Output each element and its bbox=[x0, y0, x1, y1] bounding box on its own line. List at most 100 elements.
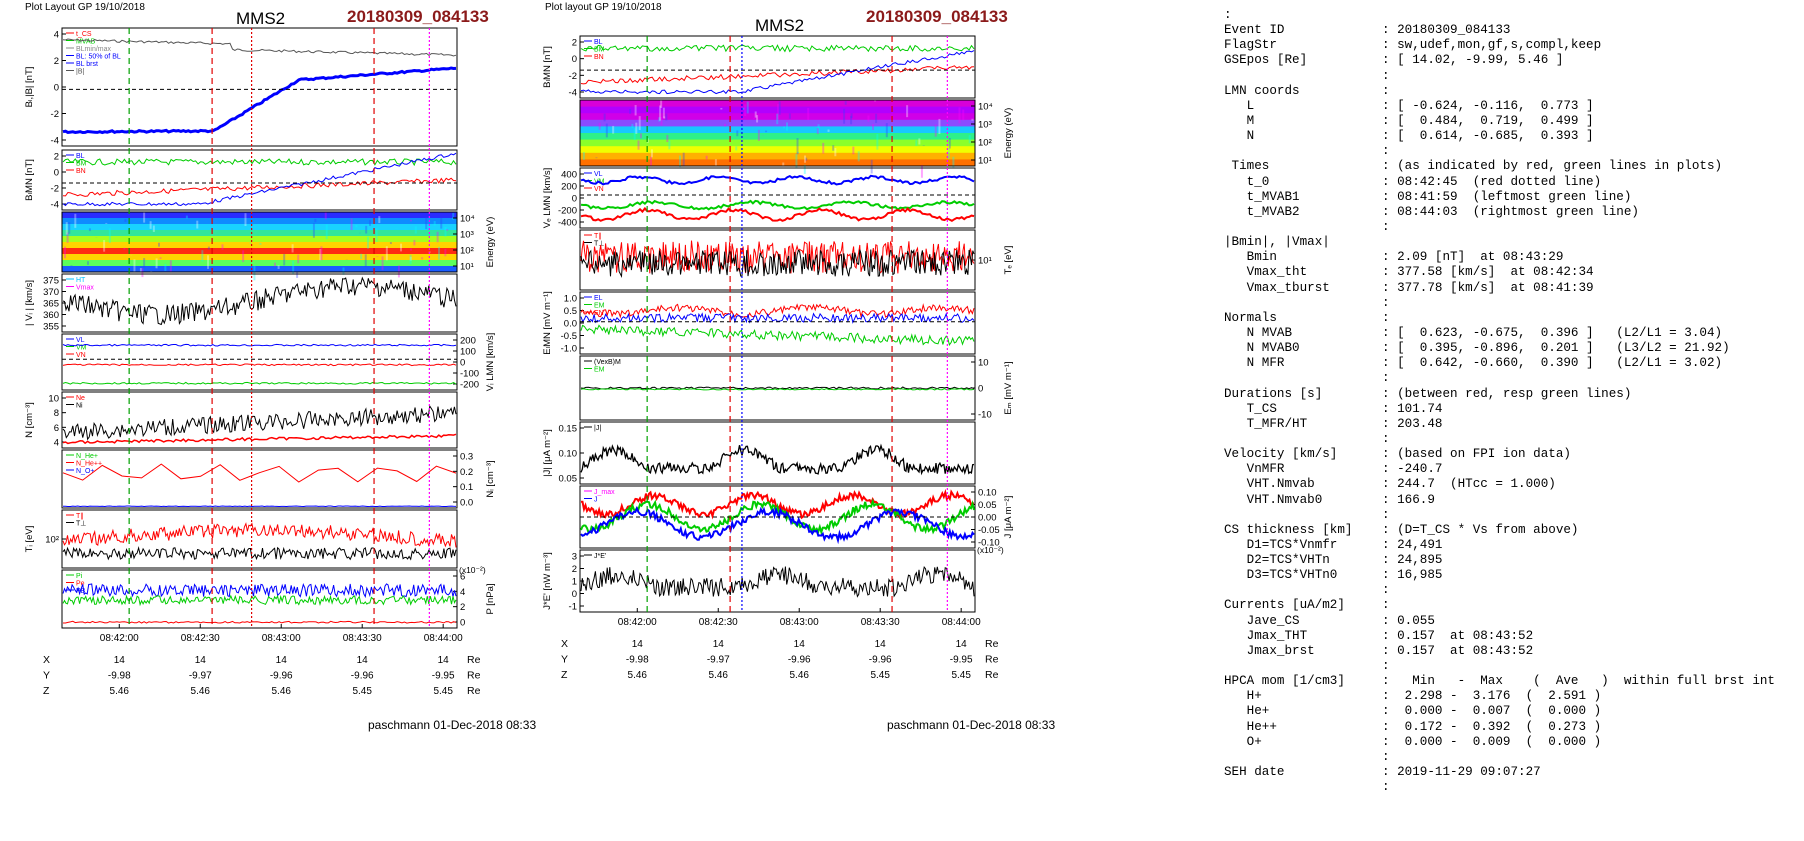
spectrogram-band bbox=[580, 119, 975, 127]
summary-key: He+ bbox=[1224, 704, 1270, 719]
legend-entry: Ni bbox=[76, 403, 83, 410]
y-tick-label: 0 bbox=[978, 384, 983, 395]
summary-line: H+: 2.298 - 3.176 ( 2.591 ) bbox=[1224, 689, 1775, 704]
spectrogram-texture bbox=[915, 140, 918, 146]
summary-value: : bbox=[1382, 310, 1390, 325]
summary-line: He+: 0.000 - 0.007 ( 0.000 ) bbox=[1224, 704, 1775, 719]
summary-line: VHT.Nmvab0: 166.9 bbox=[1224, 493, 1775, 508]
spectrogram-texture bbox=[668, 140, 671, 150]
summary-value: : bbox=[1382, 598, 1390, 613]
legend-entry: BL brst bbox=[76, 61, 98, 68]
summary-key: Vmax_tht bbox=[1224, 265, 1308, 280]
spectrogram-texture bbox=[682, 152, 685, 167]
summary-value: : -240.7 bbox=[1382, 462, 1443, 477]
summary-line: Jmax_brst: 0.157 at 08:43:52 bbox=[1224, 644, 1775, 659]
summary-line: Velocity [km/s]: (based on FPI ion data) bbox=[1224, 447, 1775, 462]
y-tick-label: 8 bbox=[54, 408, 59, 419]
panel-frame bbox=[579, 229, 976, 291]
y-axis-label: Energy (eV) bbox=[1003, 108, 1014, 159]
summary-value: : 08:44:03 (rightmost green line) bbox=[1382, 204, 1639, 219]
y-tick-label: -0.10 bbox=[978, 538, 1000, 549]
legend-entry: N_He++ bbox=[76, 461, 102, 468]
spectrogram-texture bbox=[444, 226, 447, 237]
data-trace bbox=[63, 620, 457, 624]
spectrogram-band bbox=[580, 106, 975, 114]
y-tick-label: 0.05 bbox=[559, 474, 578, 485]
summary-key: t_MVAB2 bbox=[1224, 204, 1300, 219]
summary-value: : Min - Max ( Ave ) within full brst int bbox=[1382, 674, 1775, 689]
summary-key: Vmax_tburst bbox=[1224, 280, 1330, 295]
spectrogram-texture bbox=[850, 115, 853, 125]
spectrogram-band bbox=[580, 113, 975, 121]
y-axis-label: N [cm⁻³] bbox=[24, 402, 35, 438]
summary-key: SEH date bbox=[1224, 765, 1285, 780]
footer-author-date-right: paschmann 01-Dec-2018 08:33 bbox=[887, 718, 1056, 732]
y-tick-label: 200 bbox=[561, 182, 577, 193]
y-tick-label: -4 bbox=[51, 200, 59, 211]
y-tick-label: 10³ bbox=[978, 120, 992, 131]
y-tick-label: 370 bbox=[43, 287, 59, 298]
summary-line: Event ID: 20180309_084133 bbox=[1224, 23, 1775, 38]
y-tick-label: 6 bbox=[54, 423, 59, 434]
spectrogram-texture bbox=[804, 155, 807, 163]
x-tick-label: 08:43:30 bbox=[861, 617, 900, 628]
spectrogram-band bbox=[62, 218, 457, 225]
spectrogram-texture bbox=[752, 118, 755, 119]
y-axis-label: Vₑ LMN [km/s] bbox=[542, 168, 553, 229]
summary-line: Durations [s]: (between red, resp green … bbox=[1224, 387, 1775, 402]
data-trace bbox=[580, 498, 975, 536]
spectrogram-texture bbox=[631, 123, 634, 128]
y-tick-label: 0 bbox=[572, 589, 577, 600]
spectrogram-band bbox=[62, 212, 457, 219]
spectrogram-texture bbox=[350, 218, 353, 231]
summary-value: : 377.58 [km/s] at 08:42:34 bbox=[1382, 265, 1594, 280]
summary-key: HPCA mom [1/cm3] bbox=[1224, 674, 1345, 689]
position-unit: Re bbox=[467, 685, 481, 697]
spectrogram-texture bbox=[389, 242, 392, 245]
y-tick-label: 10 bbox=[978, 358, 989, 369]
spectrogram-texture bbox=[149, 221, 152, 229]
spectrogram-texture bbox=[143, 258, 146, 269]
spectrogram-texture bbox=[425, 217, 428, 230]
panel-2: 10⁴ 10³ 10² 10¹ Energy (eV) bbox=[579, 99, 1014, 178]
panel-frame bbox=[61, 333, 458, 391]
y-tick-label: 10⁴ bbox=[460, 214, 475, 225]
summary-line: t_MVAB1: 08:41:59 (leftmost green line) bbox=[1224, 190, 1775, 205]
data-trace bbox=[62, 433, 457, 445]
summary-value: : 24,491 bbox=[1382, 537, 1443, 552]
spectrogram-texture bbox=[397, 265, 400, 278]
legend-entry: BN bbox=[594, 54, 604, 61]
y-axis-label: J [μA m⁻²] bbox=[1003, 496, 1014, 539]
panel-7: 0.3 0.2 0.1 0.0 Nᵢ [cm⁻³] N_He+N_He++N_O+ bbox=[61, 449, 496, 509]
y-tick-label: -2 bbox=[51, 184, 59, 195]
position-value: 14 bbox=[713, 639, 725, 650]
summary-value: : [ 0.642, -0.660, 0.390 ] (L2/L1 = 3.02… bbox=[1382, 356, 1723, 371]
summary-key: VHT.Nmvab0 bbox=[1224, 492, 1323, 507]
spectrogram-texture bbox=[876, 133, 879, 150]
summary-value: : [ 0.395, -0.896, 0.201 ] (L3/L2 = 21.9… bbox=[1382, 341, 1730, 356]
spectrogram-texture bbox=[259, 242, 262, 245]
data-trace bbox=[62, 522, 457, 548]
summary-key: Event ID bbox=[1224, 23, 1285, 38]
legend-entry: J*E' bbox=[594, 553, 606, 560]
spectrogram-texture bbox=[783, 126, 786, 129]
summary-line: : bbox=[1224, 220, 1775, 235]
summary-key: FlagStr bbox=[1224, 38, 1277, 53]
spectrogram-band bbox=[580, 159, 975, 167]
summary-line: : bbox=[1224, 8, 1775, 23]
spectrogram-texture bbox=[150, 271, 153, 279]
position-value: 14 bbox=[114, 655, 126, 666]
summary-value: : 2019-11-29 09:07:27 bbox=[1382, 765, 1541, 780]
event-summary-text: : Event ID: 20180309_084133 FlagStr: sw,ud… bbox=[1224, 8, 1775, 795]
position-value: 5.46 bbox=[191, 686, 211, 697]
plot-layout-label-right: Plot layout GP 19/10/2018 bbox=[545, 2, 662, 13]
spectrogram-texture bbox=[409, 219, 412, 222]
spectrogram-texture bbox=[852, 146, 855, 155]
data-trace bbox=[63, 505, 457, 508]
summary-key: VnMFR bbox=[1224, 462, 1285, 477]
legend-entry: EN bbox=[594, 310, 604, 317]
x-tick-label: 08:42:30 bbox=[699, 617, 738, 628]
